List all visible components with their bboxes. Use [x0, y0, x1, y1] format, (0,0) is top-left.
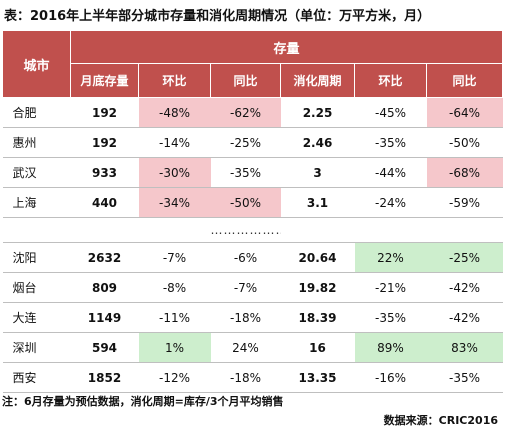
stock-yoy-cell: -50%	[210, 187, 281, 218]
table-row: 沈阳 2632 -7% -6% 20.64 22% -25%	[2, 242, 503, 273]
stock-mom-cell: 1%	[138, 332, 211, 363]
cycle-mom-cell: -35%	[354, 302, 427, 333]
stock-mom-cell: -7%	[138, 242, 211, 273]
stock-mom-cell: -8%	[138, 272, 211, 303]
col-month-end-stock: 月底存量	[70, 63, 139, 98]
cycle-yoy-cell: -68%	[426, 157, 503, 188]
stock-cell: 2632	[70, 242, 139, 273]
cycle-yoy-cell: 83%	[426, 332, 503, 363]
stock-yoy-cell: -7%	[210, 272, 281, 303]
cycle-cell: 18.39	[280, 302, 355, 333]
cycle-cell: 2.25	[280, 97, 355, 128]
table-title: 表：2016年上半年部分城市存量和消化周期情况（单位：万平方米，月）	[4, 9, 431, 24]
cycle-mom-cell: -44%	[354, 157, 427, 188]
table-row: 惠州 192 -14% -25% 2.46 -35% -50%	[2, 127, 503, 158]
cycle-mom-cell: -24%	[354, 187, 427, 218]
stock-cell: 594	[70, 332, 139, 363]
cycle-mom-cell: 22%	[354, 242, 427, 273]
stock-mom-cell: -34%	[138, 187, 211, 218]
city-cell: 惠州	[2, 127, 71, 158]
stock-cell: 1852	[70, 362, 139, 393]
stock-mom-cell: -14%	[138, 127, 211, 158]
cycle-yoy-cell: -50%	[426, 127, 503, 158]
cycle-mom-cell: 89%	[354, 332, 427, 363]
col-stock-yoy: 同比	[210, 63, 281, 98]
stock-group-header: 存量	[69, 30, 504, 64]
stock-cell: 933	[70, 157, 139, 188]
city-cell: 上海	[2, 187, 71, 218]
stock-yoy-cell: -35%	[210, 157, 281, 188]
stock-mom-cell: -11%	[138, 302, 211, 333]
stock-yoy-cell: -18%	[210, 302, 281, 333]
stock-mom-cell: -12%	[138, 362, 211, 393]
cycle-yoy-cell: -35%	[426, 362, 503, 393]
stock-cell: 192	[70, 97, 139, 128]
stock-cell: 809	[70, 272, 139, 303]
city-cell: 合肥	[2, 97, 71, 128]
city-cell: 烟台	[2, 272, 71, 303]
col-cycle-yoy: 同比	[425, 63, 504, 98]
cycle-yoy-cell: -42%	[426, 302, 503, 333]
footnote: 注：6月存量为预估数据，消化周期=库存/3个月平均销售	[2, 395, 284, 408]
stock-mom-cell: -48%	[138, 97, 211, 128]
city-cell: 西安	[2, 362, 71, 393]
table-row: 深圳 594 1% 24% 16 89% 83%	[2, 332, 503, 363]
table-row: 武汉 933 -30% -35% 3 -44% -68%	[2, 157, 503, 188]
cycle-cell: 3.1	[280, 187, 355, 218]
cycle-cell: 2.46	[280, 127, 355, 158]
cycle-cell: 3	[280, 157, 355, 188]
city-cell: 深圳	[2, 332, 71, 363]
table-row: 西安 1852 -12% -18% 13.35 -16% -35%	[2, 362, 503, 393]
cycle-mom-cell: -45%	[354, 97, 427, 128]
col-stock-mom: 环比	[138, 63, 211, 98]
cycle-cell: 20.64	[280, 242, 355, 273]
city-header: 城市	[2, 30, 71, 98]
cycle-cell: 16	[280, 332, 355, 363]
stock-mom-cell: -30%	[138, 157, 211, 188]
city-cell: 沈阳	[2, 242, 71, 273]
cycle-yoy-cell: -59%	[426, 187, 503, 218]
stock-yoy-cell: 24%	[210, 332, 281, 363]
stock-yoy-cell: -6%	[210, 242, 281, 273]
stock-yoy-cell: -18%	[210, 362, 281, 393]
table-row: 烟台 809 -8% -7% 19.82 -21% -42%	[2, 272, 503, 303]
cycle-yoy-cell: -64%	[426, 97, 503, 128]
stock-cell: 192	[70, 127, 139, 158]
cycle-mom-cell: -35%	[354, 127, 427, 158]
cycle-cell: 19.82	[280, 272, 355, 303]
table-row: 合肥 192 -48% -62% 2.25 -45% -64%	[2, 97, 503, 128]
cycle-mom-cell: -16%	[354, 362, 427, 393]
stock-cell: 440	[70, 187, 139, 218]
col-cycle-mom: 环比	[354, 63, 427, 98]
ellipsis-separator: ………………	[210, 217, 281, 243]
table-row: 上海 440 -34% -50% 3.1 -24% -59%	[2, 187, 503, 218]
stock-cell: 1149	[70, 302, 139, 333]
table-row: 大连 1149 -11% -18% 18.39 -35% -42%	[2, 302, 503, 333]
city-cell: 大连	[2, 302, 71, 333]
stock-yoy-cell: -62%	[210, 97, 281, 128]
city-cell: 武汉	[2, 157, 71, 188]
cycle-yoy-cell: -25%	[426, 242, 503, 273]
stock-table: 城市 存量 月底存量 环比 同比 消化周期 环比 同比 合肥 192 -48% …	[2, 30, 504, 393]
col-cycle: 消化周期	[280, 63, 355, 98]
stock-yoy-cell: -25%	[210, 127, 281, 158]
cycle-mom-cell: -21%	[354, 272, 427, 303]
cycle-cell: 13.35	[280, 362, 355, 393]
data-source: 数据来源：CRIC2016	[383, 414, 498, 427]
cycle-yoy-cell: -42%	[426, 272, 503, 303]
separator-row: ………………	[2, 217, 503, 243]
